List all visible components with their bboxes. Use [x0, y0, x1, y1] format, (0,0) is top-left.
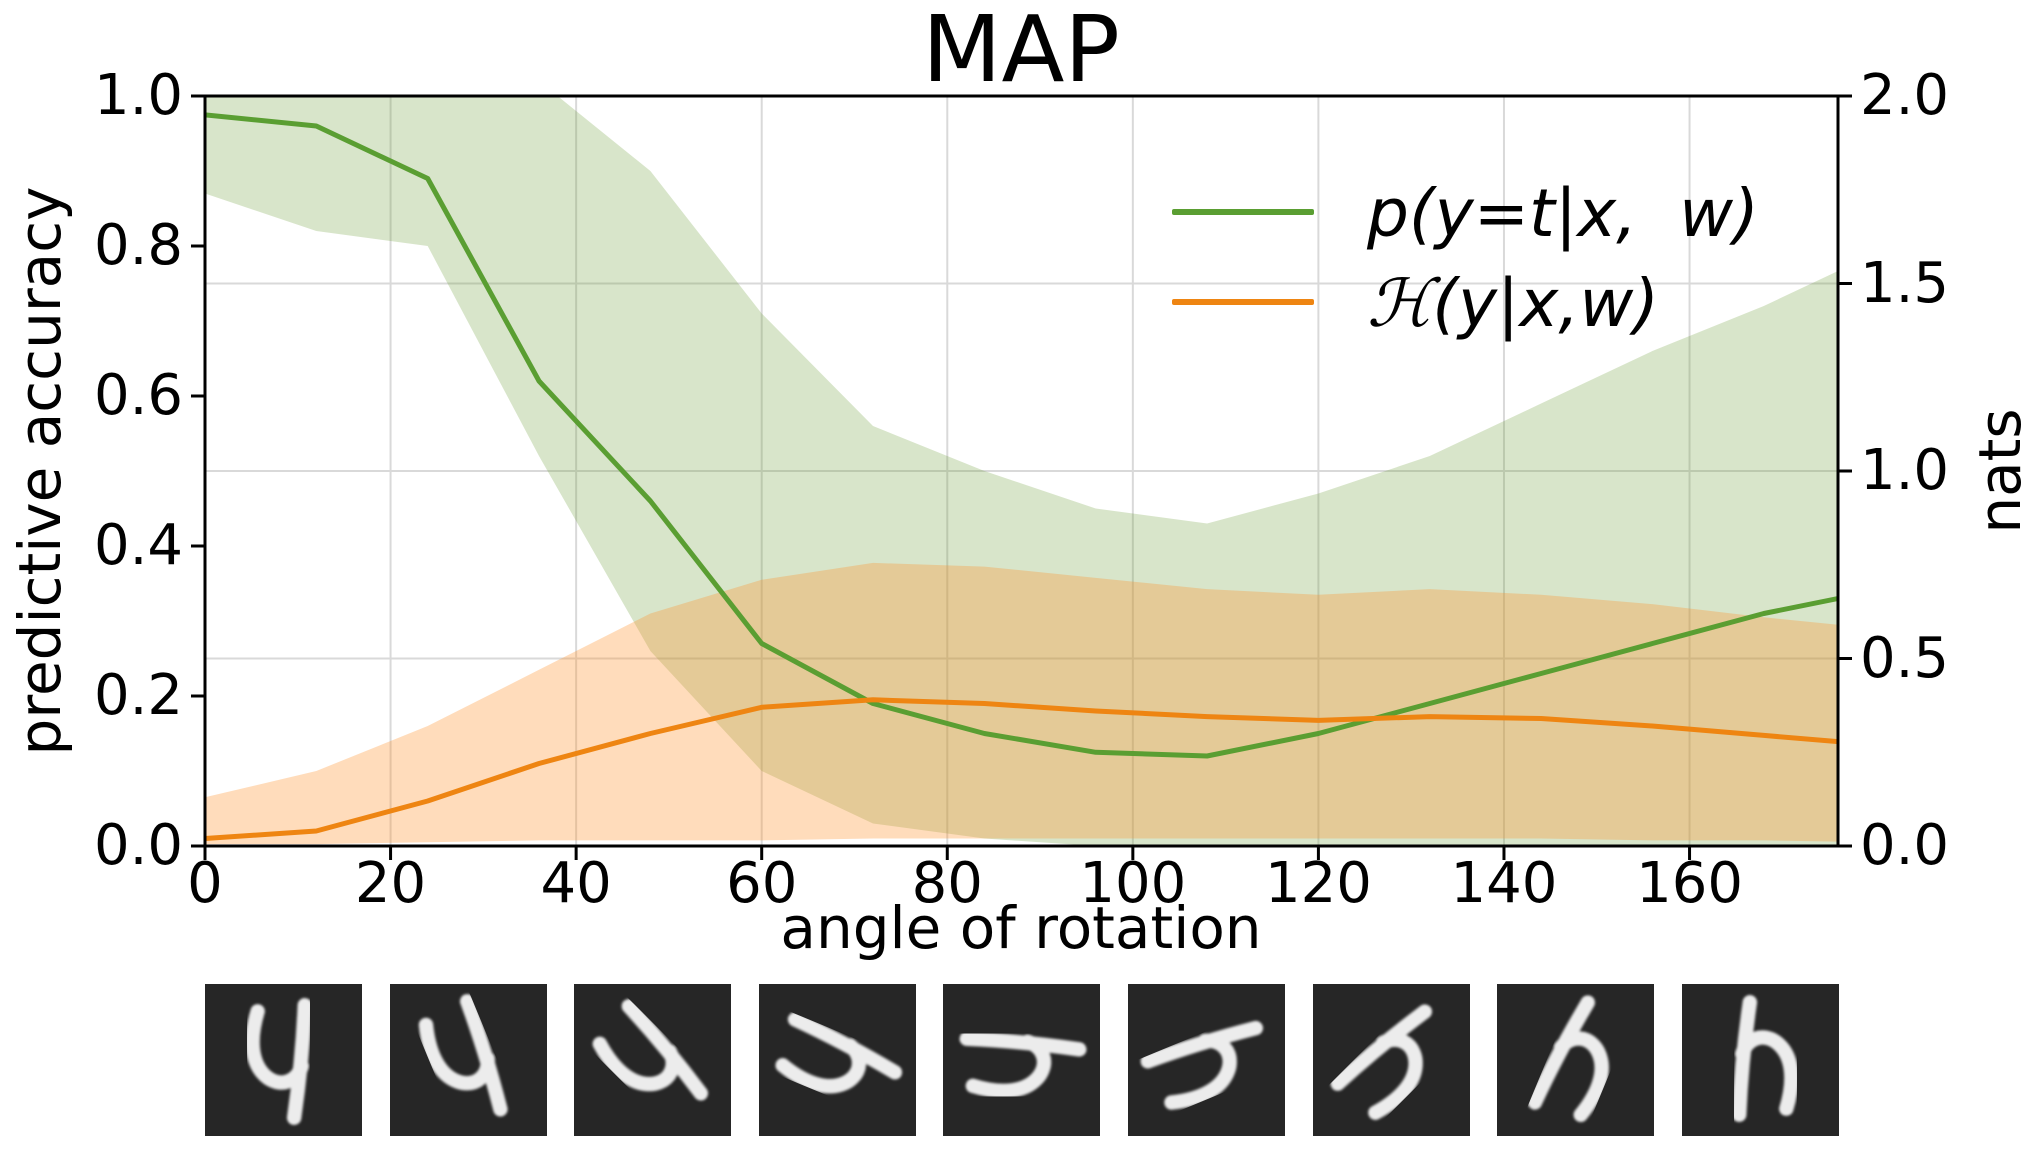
x-tick-label: 0	[187, 851, 223, 916]
y-tick-label-right: 0.0	[1860, 813, 1950, 878]
y-axis-label-left: predictive accuracy	[6, 186, 74, 756]
y-tick-label-right: 0.5	[1860, 625, 1950, 691]
y-tick-label-left: 0.4	[93, 513, 183, 578]
y-tick-label-left: 0.2	[93, 663, 183, 728]
legend-swatch-entropy-line	[1172, 299, 1314, 305]
digit-stroke	[1140, 1020, 1264, 1069]
y-tick-label-right: 1.0	[1860, 438, 1950, 503]
band-accuracy	[205, 96, 1838, 846]
band-entropy	[205, 562, 1838, 845]
mnist-digit-image	[758, 984, 916, 1136]
y-tick-label-left: 0.8	[93, 213, 183, 278]
legend-swatch-accuracy-line	[1172, 209, 1314, 215]
tick-marks	[191, 94, 1852, 860]
x-tick-label: 20	[354, 851, 427, 916]
mnist-digit-image	[943, 984, 1101, 1136]
digit-4-glyph	[592, 999, 709, 1101]
x-tick-label: 120	[1264, 851, 1372, 916]
mnist-digit-image	[205, 984, 362, 1136]
x-tick-label: 40	[540, 851, 612, 916]
x-tick-label: 160	[1636, 851, 1743, 916]
digit-stroke	[787, 1012, 902, 1080]
x-axis-label: angle of rotation	[780, 894, 1262, 962]
chart-title: MAP	[922, 0, 1120, 103]
x-tick-label: 100	[1079, 851, 1187, 916]
digit-4-glyph	[775, 1012, 902, 1094]
digit-stroke	[621, 999, 709, 1101]
mnist-digit-image	[574, 984, 732, 1136]
digit-4-glyph	[1140, 1020, 1264, 1110]
script-h-symbol: ℋ	[1367, 265, 1433, 342]
mnist-digit-image	[1128, 984, 1285, 1136]
legend-label-accuracy: p(y=t|x, w)	[1367, 175, 1759, 252]
y-tick-label-left: 0.6	[93, 363, 183, 428]
series-line-accuracy	[205, 112, 1838, 759]
series-line-entropy	[205, 697, 1838, 841]
y-tick-label-right: 2.0	[1860, 63, 1950, 128]
mnist-digit-image	[1312, 984, 1470, 1136]
mnist-digit-image	[1681, 984, 1839, 1136]
mnist-digit-image	[389, 984, 547, 1136]
digit-4-glyph	[245, 998, 312, 1125]
y-tick-label-left: 0.0	[93, 813, 183, 878]
x-tick-label: 80	[911, 851, 983, 916]
digit-stroke	[959, 1031, 1087, 1057]
gridlines	[204, 96, 1838, 846]
digit-4-glyph	[1731, 995, 1799, 1122]
digit-4-glyph	[1330, 1004, 1432, 1120]
digit-4-glyph	[418, 994, 508, 1117]
y-axis-label-right: nats	[1966, 408, 2034, 534]
y-tick-label-left: 1.0	[93, 63, 183, 128]
digit-stroke	[1527, 995, 1596, 1110]
digit-stroke	[1330, 1004, 1432, 1091]
x-tick-label: 60	[726, 851, 798, 916]
x-tick-label: 140	[1450, 851, 1558, 916]
y-tick-label-right: 1.5	[1860, 250, 1950, 316]
digit-4-glyph	[1527, 995, 1610, 1123]
digit-stroke	[459, 994, 508, 1117]
mnist-digit-image	[1497, 984, 1655, 1136]
digit-stroke	[286, 998, 312, 1125]
digit-4-glyph	[959, 1031, 1087, 1099]
legend-label-entropy: ℋ(y|x,w)	[1367, 265, 1660, 342]
digit-stroke	[1731, 995, 1757, 1122]
